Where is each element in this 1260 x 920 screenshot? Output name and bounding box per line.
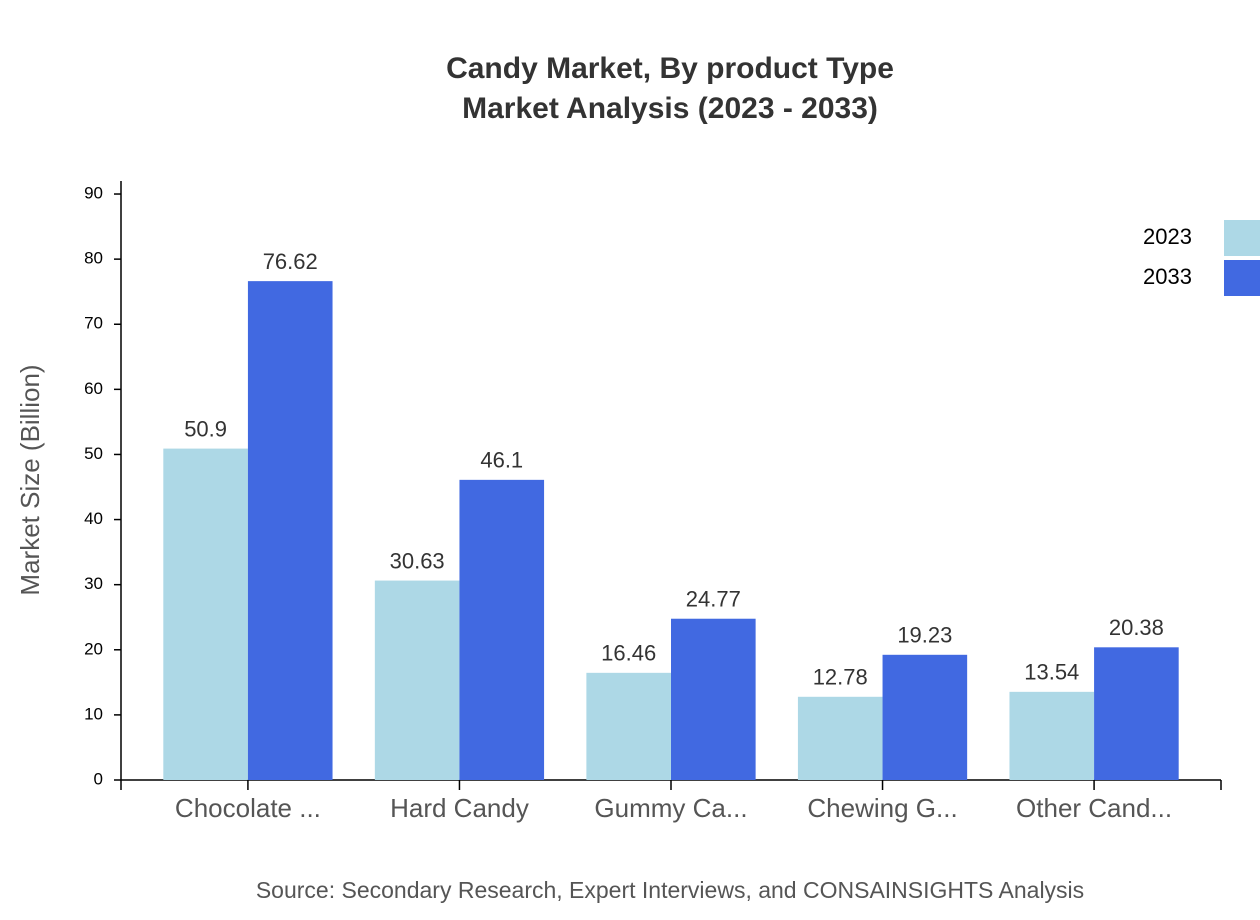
- legend-label: 2033: [1143, 264, 1192, 289]
- chart-subtitle: Market Analysis (2023 - 2033): [462, 92, 878, 125]
- y-tick-label: 30: [84, 574, 103, 593]
- chart-title: Candy Market, By product Type: [446, 52, 894, 85]
- bar: [247, 281, 333, 780]
- y-tick-label: 50: [84, 444, 103, 463]
- source-note: Source: Secondary Research, Expert Inter…: [256, 877, 1084, 903]
- value-label: 13.54: [1024, 660, 1079, 685]
- y-tick-label: 0: [94, 769, 103, 788]
- bar: [671, 618, 756, 780]
- value-label: 30.63: [390, 548, 445, 573]
- value-label: 50.9: [184, 416, 227, 441]
- value-label: 20.38: [1109, 615, 1164, 640]
- legend-swatch: [1224, 220, 1260, 256]
- legend-swatch: [1224, 260, 1260, 296]
- bar: [163, 448, 248, 780]
- bar: [797, 696, 883, 780]
- bar: [1094, 647, 1179, 780]
- bar: [1009, 691, 1095, 780]
- value-label: 76.62: [263, 249, 318, 274]
- x-tick-label: Other Cand...: [1016, 793, 1172, 823]
- legend-label: 2023: [1143, 224, 1192, 249]
- x-tick-label: Hard Candy: [390, 793, 529, 823]
- y-axis-label: Market Size (Billion): [15, 364, 45, 595]
- bar: [459, 479, 545, 780]
- y-tick-label: 80: [84, 249, 103, 268]
- y-tick-label: 90: [84, 184, 103, 203]
- bar: [374, 580, 460, 780]
- y-tick-label: 70: [84, 314, 103, 333]
- value-label: 46.1: [480, 448, 523, 473]
- bar: [882, 654, 968, 780]
- x-tick-label: Chocolate ...: [175, 793, 321, 823]
- y-tick-label: 40: [84, 509, 103, 528]
- value-label: 16.46: [601, 641, 656, 666]
- value-label: 19.23: [897, 623, 952, 648]
- x-tick-label: Gummy Ca...: [594, 793, 747, 823]
- value-label: 12.78: [813, 665, 868, 690]
- y-tick-label: 60: [84, 379, 103, 398]
- x-tick-label: Chewing G...: [807, 793, 957, 823]
- y-tick-label: 10: [84, 704, 103, 723]
- value-label: 24.77: [686, 587, 741, 612]
- bar: [586, 672, 671, 780]
- y-tick-label: 20: [84, 639, 103, 658]
